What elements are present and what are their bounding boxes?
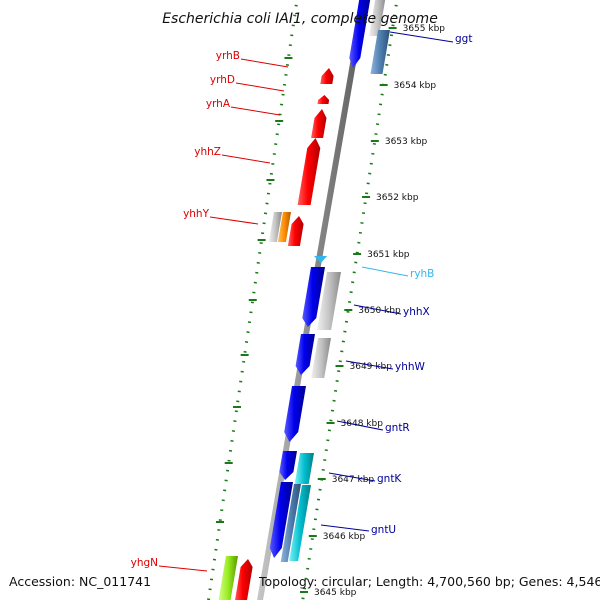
gene-gntK-blue	[279, 451, 297, 480]
leader-yhhZ	[221, 154, 271, 164]
tick-label-10: 3645 kbp	[314, 588, 357, 598]
gene-top-white	[369, 0, 386, 36]
gene-label-gntR: gntR	[385, 422, 410, 434]
gene-yhhX-grey	[317, 272, 341, 330]
tick-label-6: 3649 kbp	[350, 362, 393, 372]
gene-yrhA	[311, 109, 327, 138]
leader-gntR	[336, 420, 384, 431]
gene-label-gntK: gntK	[377, 473, 402, 485]
gene-label-gntU: gntU	[371, 524, 396, 536]
gene-gntU-blue	[269, 482, 293, 558]
tick-label-8: 3647 kbp	[332, 475, 375, 485]
leader-yhhX	[353, 304, 402, 315]
gene-yhhZ	[297, 138, 321, 205]
leader-yhhY	[209, 216, 259, 225]
tick-label-0: 3655 kbp	[403, 24, 446, 34]
gene-label-yrhD: yrhD	[210, 74, 235, 86]
leader-yhgN	[158, 565, 208, 572]
gene-yhhW-grey	[311, 338, 331, 378]
gene-yhgN-lime	[218, 556, 238, 600]
gene-top-blue	[349, 0, 371, 68]
gene-yhhW-blue	[295, 334, 315, 375]
gene-yhhX-blue	[302, 267, 325, 327]
accession-text: Accession: NC_011741	[9, 574, 151, 589]
gene-label-yrhB: yrhB	[216, 50, 240, 62]
leader-ggt	[389, 31, 454, 43]
dotted-tracks	[206, 0, 399, 600]
gene-label-yhhW: yhhW	[395, 361, 426, 373]
leader-yhhW	[345, 360, 394, 370]
tick-label-7: 3648 kbp	[341, 419, 384, 429]
gene-yhhY-orange	[277, 212, 291, 242]
leader-yrhA	[230, 106, 281, 116]
leader-gntU	[320, 524, 370, 532]
gene-label-ggt: ggt	[455, 33, 472, 45]
map-title: Escherichia coli IAI1, complete genome	[162, 11, 438, 27]
tick-label-5: 3650 kbp	[358, 306, 401, 316]
leader-yrhB	[240, 58, 289, 68]
gene-label-yhhZ: yhhZ	[194, 146, 221, 158]
gene-label-yhhX: yhhX	[403, 306, 430, 318]
gene-gntU-steel	[280, 484, 301, 562]
gene-top-steel	[370, 30, 390, 74]
gene-gntR	[284, 386, 306, 442]
leader-gntK	[328, 472, 376, 482]
gene-ryhB	[314, 256, 327, 263]
tick-label-1: 3654 kbp	[394, 81, 437, 91]
gene-yrhD	[317, 95, 330, 104]
gene-label-yrhA: yrhA	[206, 98, 231, 110]
leader-yrhD	[235, 82, 285, 92]
gene-yhhY-grey	[268, 212, 282, 242]
tick-label-3: 3652 kbp	[376, 193, 419, 203]
gene-label-ryhB: ryhB	[410, 268, 434, 280]
gene-gntU-cyan	[289, 485, 311, 561]
gene-labels: yrhB yrhD yrhA yhhZ yhhY yhgN ggt ryhB yhhX yhhW g…	[131, 31, 472, 572]
gene-label-yhgN: yhgN	[131, 557, 158, 569]
topology-text: Topology: circular; Length: 4,700,560 bp…	[258, 574, 600, 589]
gene-yrhB	[320, 68, 334, 84]
gene-yhgN-red	[235, 559, 253, 600]
gene-yhhY-red	[287, 216, 304, 246]
scale-ticks: 3655 kbp 3654 kbp 3653 kbp 3652 kbp 3651 kbp…	[299, 24, 446, 598]
tick-label-2: 3653 kbp	[385, 137, 428, 147]
gene-features	[218, 0, 390, 600]
tick-label-4: 3651 kbp	[367, 250, 410, 260]
tick-label-9: 3646 kbp	[323, 532, 366, 542]
gene-label-yhhY: yhhY	[183, 208, 210, 220]
gene-gntK-cyan	[294, 453, 314, 484]
leader-ryhB	[361, 266, 409, 277]
